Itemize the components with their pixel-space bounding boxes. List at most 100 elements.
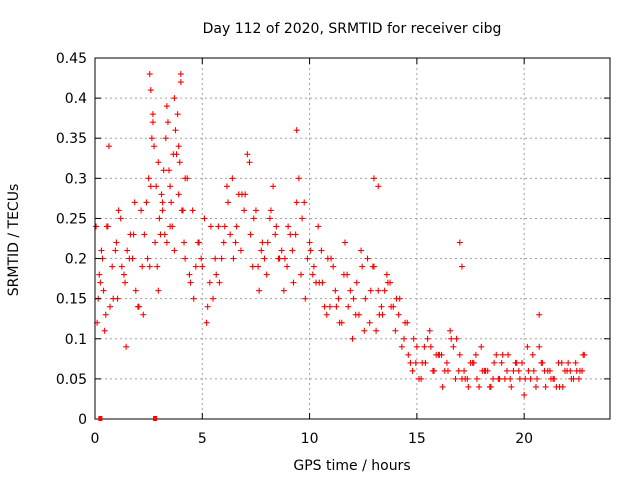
data-point: [146, 71, 153, 78]
data-point: [118, 263, 125, 270]
data-point: [453, 335, 460, 342]
data-point: [97, 279, 104, 286]
data-point: [215, 223, 222, 230]
data-point: [390, 303, 397, 310]
data-point: [132, 287, 139, 294]
data-point: [182, 255, 189, 262]
data-point: [316, 279, 323, 286]
data-point: [155, 159, 162, 166]
data-point: [220, 239, 227, 246]
data-point: [347, 287, 354, 294]
data-point: [332, 287, 339, 294]
data-point: [140, 311, 147, 318]
data-point: [174, 111, 181, 118]
data-point: [167, 223, 174, 230]
data-point: [436, 351, 443, 358]
data-point: [171, 247, 178, 254]
data-point: [534, 375, 541, 382]
data-point: [210, 295, 217, 302]
data-point: [541, 367, 548, 374]
data-point: [439, 383, 446, 390]
data-point: [178, 207, 185, 214]
data-point: [359, 263, 366, 270]
data-point: [302, 295, 309, 302]
data-point: [447, 327, 454, 334]
data-point: [370, 175, 377, 182]
data-point: [149, 111, 156, 118]
data-point: [238, 191, 245, 198]
x-axis-label: GPS time / hours: [293, 458, 410, 474]
data-point: [201, 215, 208, 222]
data-point: [120, 271, 127, 278]
data-point: [170, 151, 177, 158]
data-point: [392, 327, 399, 334]
data-point: [100, 287, 107, 294]
data-point: [353, 279, 360, 286]
data-point: [479, 367, 486, 374]
data-point: [171, 95, 178, 102]
data-point: [465, 383, 472, 390]
data-point: [530, 367, 537, 374]
data-point: [358, 247, 365, 254]
data-point: [321, 303, 328, 310]
data-point: [455, 367, 462, 374]
data-point: [167, 183, 174, 190]
data-point: [478, 343, 485, 350]
data-point: [490, 375, 497, 382]
data-point: [115, 207, 122, 214]
data-point: [154, 263, 161, 270]
data-point: [498, 359, 505, 366]
data-point: [547, 375, 554, 382]
data-point: [96, 271, 103, 278]
data-point: [206, 279, 213, 286]
data-point: [373, 327, 380, 334]
data-point: [281, 255, 288, 262]
data-point: [293, 199, 300, 206]
data-point: [267, 207, 274, 214]
data-point: [536, 343, 543, 350]
data-point: [266, 215, 273, 222]
data-point: [187, 279, 194, 286]
data-point: [109, 263, 116, 270]
data-point: [527, 375, 534, 382]
data-point: [580, 351, 587, 358]
data-point: [263, 271, 270, 278]
data-point: [149, 119, 156, 126]
data-point: [330, 263, 337, 270]
data-point: [272, 231, 279, 238]
data-point: [250, 215, 257, 222]
data-point: [501, 375, 508, 382]
data-point: [491, 359, 498, 366]
data-point: [146, 263, 153, 270]
data-point: [326, 303, 333, 310]
data-point: [117, 215, 124, 222]
data-point: [151, 143, 158, 150]
data-point: [175, 191, 182, 198]
data-point: [341, 239, 348, 246]
data-point: [280, 287, 287, 294]
data-point: [361, 327, 368, 334]
data-point: [579, 367, 586, 374]
data-point: [376, 311, 383, 318]
data-point: [289, 247, 296, 254]
data-point: [419, 359, 426, 366]
y-tick-label: 0.4: [65, 91, 87, 107]
data-point: [147, 87, 154, 94]
data-point: [163, 103, 170, 110]
data-point: [572, 359, 579, 366]
data-point: [156, 215, 163, 222]
data-point: [258, 247, 265, 254]
data-point: [462, 375, 469, 382]
data-point: [139, 263, 146, 270]
data-point: [301, 199, 308, 206]
data-point: [181, 239, 188, 246]
y-tick-label: 0.35: [56, 131, 87, 147]
data-point: [145, 175, 152, 182]
data-point: [284, 263, 291, 270]
data-point: [264, 239, 271, 246]
data-point: [405, 351, 412, 358]
data-point: [364, 255, 371, 262]
data-point: [558, 359, 565, 366]
data-point: [338, 319, 345, 326]
baseline-marker: [153, 416, 158, 421]
